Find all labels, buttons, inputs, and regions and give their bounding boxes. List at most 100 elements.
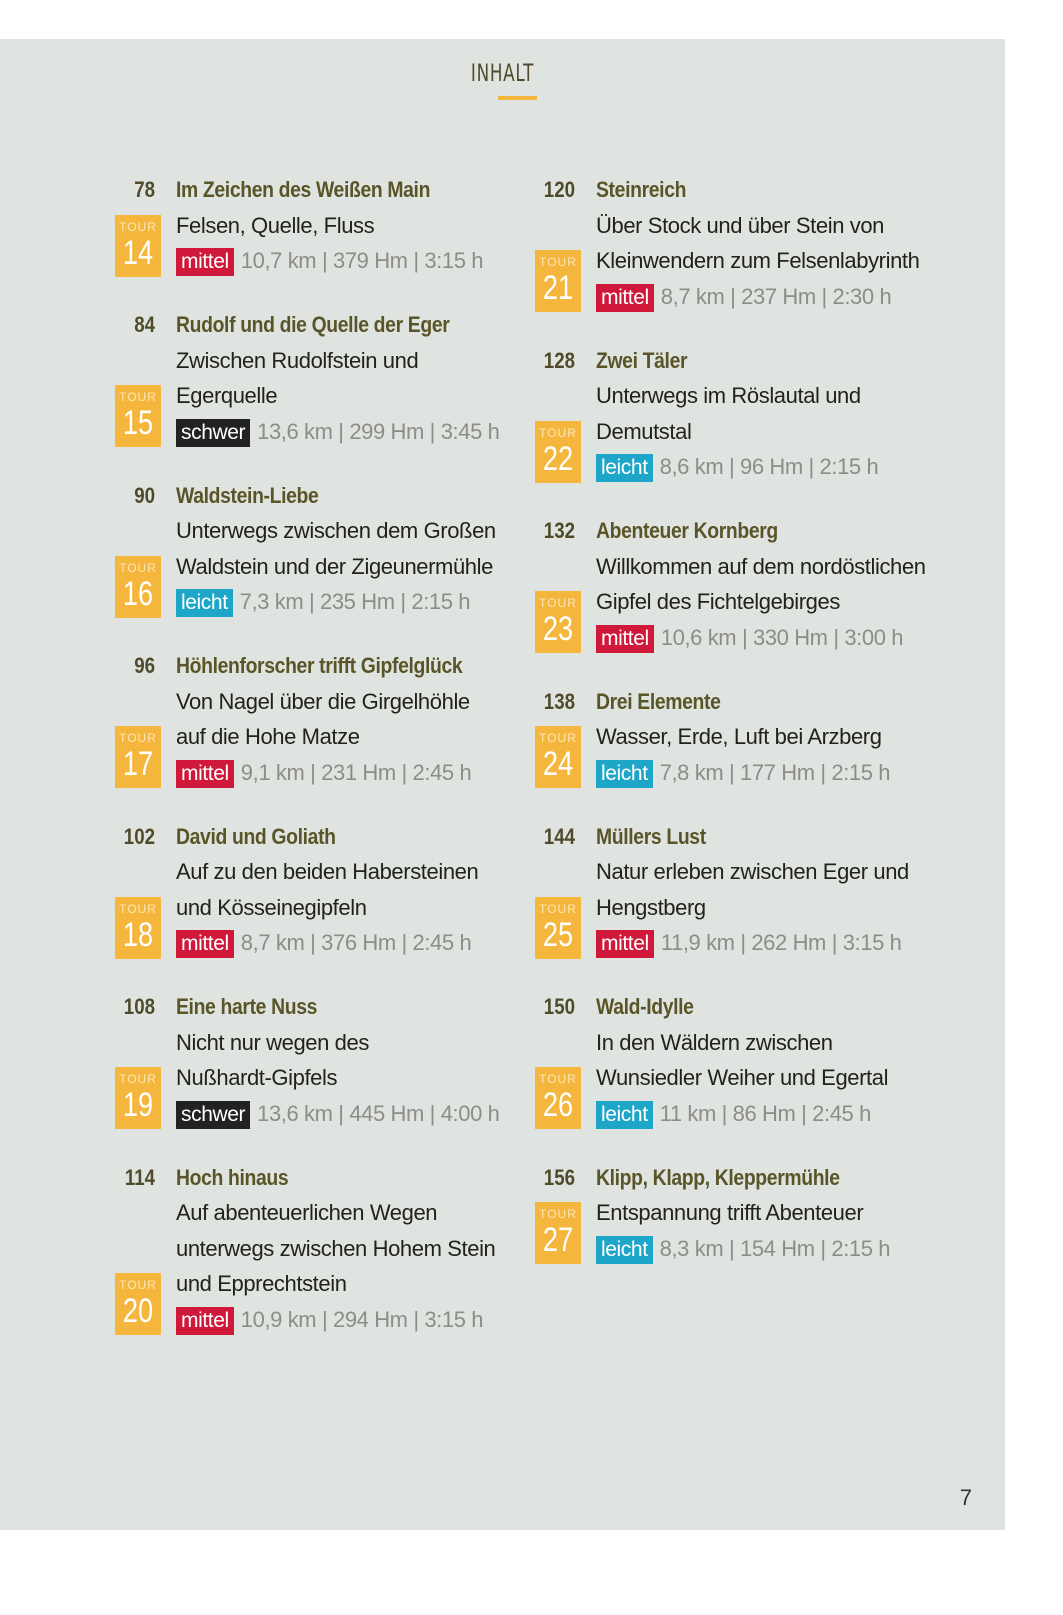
tour-label: TOUR (119, 731, 157, 745)
entry-title[interactable]: Waldstein-Liebe (176, 482, 319, 508)
entry-side: 90 TOUR 16 (115, 478, 176, 620)
entry-stats: 8,3 km | 154 Hm | 2:15 h (659, 1235, 891, 1261)
entry-subtitle: Willkommen auf dem nordöstlichen (596, 553, 926, 579)
entry-stats: 7,3 km | 235 Hm | 2:15 h (239, 589, 471, 614)
toc-entry[interactable]: 144 TOUR 25 Müllers Lust Natur erleben zwisc… (535, 819, 926, 961)
toc-entry[interactable]: 150 TOUR 26 Wald-Idylle In den Wäldern zwisc… (535, 989, 926, 1131)
toc-entry[interactable]: 102 TOUR 18 David und Goliath Auf zu den bei… (115, 819, 501, 961)
entry-subtitle: Über Stock und über Stein von (596, 212, 885, 238)
entry-stats: 13,6 km | 299 Hm | 3:45 h (257, 418, 500, 444)
difficulty-badge: schwer (176, 418, 251, 447)
toc-entry[interactable]: 96 TOUR 17 Höhlenforscher trifft Gipfelglüc… (115, 648, 501, 790)
entry-title[interactable]: Klipp, Klapp, Kleppermühle (596, 1164, 840, 1190)
entry-title[interactable]: David und Goliath (176, 823, 336, 849)
toc-entry[interactable]: 108 TOUR 19 Eine harte Nuss Nicht nur wegen … (115, 989, 501, 1131)
tour-label: TOUR (119, 390, 157, 404)
entry-page-number: 78 (134, 177, 155, 202)
entry-subtitle: Hengstberg (596, 894, 706, 920)
entry-meta: schwer 13,6 km | 299 Hm | 3:45 h (176, 414, 500, 450)
entry-page-number: 150 (543, 994, 575, 1019)
entry-subtitle: Unterwegs im Röslautal und (596, 383, 861, 408)
entry-title[interactable]: Drei Elemente (596, 688, 721, 714)
entry-subtitle: Kleinwendern zum Felsenlabyrinth (596, 248, 920, 273)
tour-number: 26 (542, 1086, 574, 1124)
entry-subtitle: Wasser, Erde, Luft bei Arzberg (596, 724, 882, 749)
entry-subtitle: Demutstal (596, 418, 692, 444)
entry-subtitle: Egerquelle (176, 383, 278, 408)
tour-badge: TOUR 22 (535, 420, 581, 483)
tour-badge: TOUR 25 (535, 896, 581, 959)
tour-badge: TOUR 24 (535, 726, 581, 788)
tour-badge: TOUR 16 (115, 555, 161, 618)
difficulty-badge: leicht (596, 1235, 653, 1264)
entry-subtitle: Gipfel des Fichtelgebirges (596, 589, 840, 614)
entry-text: Im Zeichen des Weißen Main Felsen, Quelle… (176, 172, 484, 279)
entry-title[interactable]: Wald-Idylle (596, 994, 694, 1019)
difficulty-badge: mittel (596, 283, 654, 312)
entry-title[interactable]: Müllers Lust (596, 823, 706, 849)
entry-title[interactable]: Zwei Täler (596, 347, 688, 373)
entry-stats: 8,6 km | 96 Hm | 2:15 h (659, 454, 879, 479)
toc-entry[interactable]: 84 TOUR 15 Rudolf und die Quelle der Eger Zw… (115, 307, 501, 449)
difficulty-badge: schwer (176, 1100, 251, 1129)
toc-entry[interactable]: 78 TOUR 14 Im Zeichen des Weißen Main Felsen… (115, 172, 501, 279)
entry-text: Eine harte Nuss Nicht nur wegen des Nußhar… (176, 989, 500, 1131)
tour-label: TOUR (539, 596, 577, 610)
entry-stats: 8,7 km | 376 Hm | 2:45 h (240, 930, 472, 955)
entry-title[interactable]: Im Zeichen des Weißen Main (176, 177, 431, 202)
entry-side: 144 TOUR 25 (535, 819, 596, 961)
entry-subtitle: In den Wäldern zwischen (596, 1029, 833, 1055)
entry-side: 102 TOUR 18 (115, 819, 176, 961)
entry-side: 96 TOUR 17 (115, 648, 176, 790)
entry-side: 150 TOUR 26 (535, 989, 596, 1131)
entry-subtitle: Waldstein und der Zigeunermühle (176, 553, 493, 579)
toc-entry[interactable]: 132 TOUR 23 Abenteuer Kornberg Willkommen au… (535, 513, 926, 655)
tour-number: 15 (122, 404, 154, 442)
entry-side: 128 TOUR 22 (535, 343, 596, 485)
toc-column-left: 78 TOUR 14 Im Zeichen des Weißen Main Felsen… (115, 172, 501, 1366)
toc-entry[interactable]: 156 TOUR 27 Klipp, Klapp, Kleppermühle Entsp… (535, 1160, 926, 1267)
entry-text: Waldstein-Liebe Unterwegs zwischen dem Gr… (176, 478, 496, 620)
tour-label: TOUR (119, 901, 157, 916)
entry-text: Drei Elemente Wasser, Erde, Luft bei Arzb… (596, 684, 891, 791)
tour-label: TOUR (539, 1207, 577, 1221)
entry-meta: mittel 8,7 km | 376 Hm | 2:45 h (176, 925, 478, 961)
tour-badge: TOUR 14 (115, 214, 161, 277)
toc-entry[interactable]: 90 TOUR 16 Waldstein-Liebe Unterwegs zwische… (115, 478, 501, 620)
difficulty-badge: mittel (596, 930, 654, 958)
toc-entry[interactable]: 138 TOUR 24 Drei Elemente Wasser, Erde, Luft… (535, 684, 926, 791)
entry-side: 84 TOUR 15 (115, 307, 176, 449)
entry-side: 138 TOUR 24 (535, 684, 596, 791)
toc-entry[interactable]: 128 TOUR 22 Zwei Täler Unterwegs im Röslauta… (535, 343, 926, 485)
entry-meta: mittel 8,7 km | 237 Hm | 2:30 h (596, 279, 919, 315)
entry-title[interactable]: Höhlenforscher trifft Gipfelglück (176, 653, 463, 678)
entry-title[interactable]: Steinreich (596, 177, 687, 202)
toc-entry[interactable]: 120 TOUR 21 Steinreich Über Stock und über S… (535, 172, 926, 314)
tour-label: TOUR (539, 901, 577, 916)
entry-title[interactable]: Hoch hinaus (176, 1164, 289, 1190)
entry-text: Klipp, Klapp, Kleppermühle Entspannung tr… (596, 1160, 891, 1267)
entry-page-number: 132 (543, 518, 575, 543)
entry-title[interactable]: Abenteuer Kornberg (596, 518, 778, 543)
tour-label: TOUR (119, 560, 157, 575)
tour-label: TOUR (539, 1072, 577, 1086)
tour-label: TOUR (539, 255, 577, 269)
tour-badge: TOUR 26 (535, 1067, 581, 1129)
tour-number: 16 (122, 574, 154, 613)
tour-number: 14 (122, 233, 154, 272)
entry-title[interactable]: Rudolf und die Quelle der Eger (176, 312, 450, 337)
entry-side: 120 TOUR 21 (535, 172, 596, 314)
entry-subtitle: Von Nagel über die Girgelhöhle (176, 688, 470, 714)
entry-subtitle: Unterwegs zwischen dem Großen (176, 518, 496, 543)
entry-subtitle: und Epprechtstein (176, 1271, 347, 1296)
entry-title[interactable]: Eine harte Nuss (176, 994, 318, 1019)
page-heading: INHALT (470, 59, 535, 87)
entry-text: Rudolf und die Quelle der Eger Zwischen R… (176, 307, 500, 450)
entry-subtitle: Auf abenteuerlichen Wegen (176, 1200, 438, 1225)
entry-page-number: 128 (543, 347, 575, 373)
entry-page-number: 84 (134, 312, 155, 337)
difficulty-badge: leicht (596, 454, 653, 482)
toc-entry[interactable]: 114 TOUR 20 Hoch hinaus Auf abenteuerlichen … (115, 1160, 501, 1338)
entry-text: Zwei Täler Unterwegs im Röslautal und Demu… (596, 343, 879, 485)
entry-page-number: 108 (123, 994, 155, 1019)
